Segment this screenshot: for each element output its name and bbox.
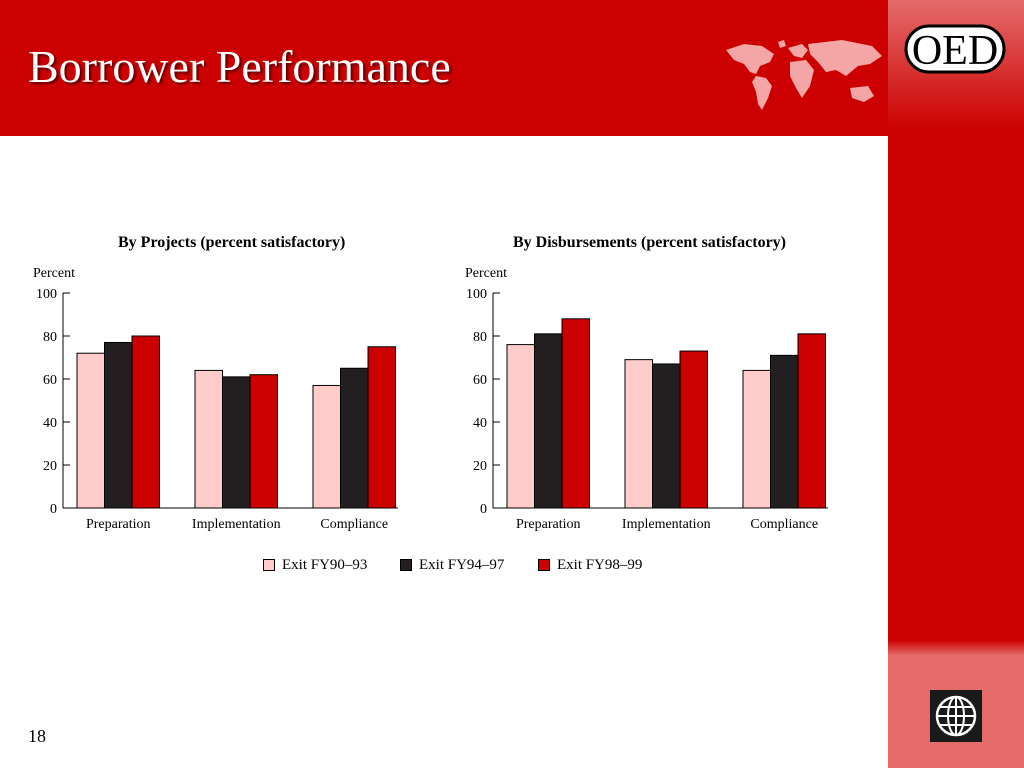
y-tick-label: 0 bbox=[50, 502, 57, 517]
bar bbox=[506, 344, 535, 509]
header-bar: Borrower Performance bbox=[0, 0, 888, 136]
bar bbox=[249, 374, 278, 509]
bar bbox=[770, 354, 799, 509]
y-tick-label: 100 bbox=[466, 287, 487, 302]
sidebar-band bbox=[888, 0, 1024, 768]
chart-title-projects: By Projects (percent satisfactory) bbox=[118, 234, 346, 251]
legend-swatch bbox=[538, 559, 550, 571]
bar bbox=[561, 318, 590, 509]
legend-swatch bbox=[400, 559, 412, 571]
bar bbox=[104, 341, 133, 509]
y-tick-label: 20 bbox=[473, 459, 487, 474]
x-category-label: Implementation bbox=[622, 517, 711, 532]
page-number: 18 bbox=[28, 726, 46, 746]
bar bbox=[534, 333, 563, 509]
y-tick-label: 40 bbox=[473, 416, 487, 431]
bar bbox=[340, 367, 369, 509]
y-tick-label: 40 bbox=[43, 416, 57, 431]
y-axis-unit-disbursements: Percent bbox=[465, 266, 507, 281]
bar-chart-projects: 0 20 40 60 80 100 Preparation Implementation Com… bbox=[36, 287, 398, 532]
bar bbox=[742, 369, 771, 509]
y-tick-label: 100 bbox=[36, 287, 57, 302]
bar bbox=[76, 352, 105, 509]
legend-label: Exit FY98–99 bbox=[557, 557, 643, 573]
bar bbox=[131, 335, 160, 509]
y-tick-label: 80 bbox=[43, 330, 57, 345]
y-axis-unit-projects: Percent bbox=[33, 266, 75, 281]
x-category-label: Preparation bbox=[516, 517, 581, 532]
x-category-label: Compliance bbox=[750, 517, 818, 532]
bar bbox=[624, 359, 653, 509]
y-tick-label: 20 bbox=[43, 459, 57, 474]
y-tick-label: 60 bbox=[43, 373, 57, 388]
chart-title-disbursements: By Disbursements (percent satisfactory) bbox=[513, 234, 786, 251]
oed-logo-text: OED bbox=[912, 28, 998, 74]
bar-chart-disbursements: 0 20 40 60 80 100 Preparation Implementation Com… bbox=[466, 287, 828, 532]
y-tick-label: 60 bbox=[473, 373, 487, 388]
x-category-label: Preparation bbox=[86, 517, 151, 532]
legend-label: Exit FY90–93 bbox=[282, 557, 368, 573]
bar bbox=[679, 350, 708, 509]
bar bbox=[652, 363, 681, 509]
bar bbox=[312, 384, 341, 509]
bar bbox=[797, 333, 826, 509]
legend-label: Exit FY94–97 bbox=[419, 557, 505, 573]
x-category-label: Compliance bbox=[320, 517, 388, 532]
world-bank-globe-icon bbox=[930, 690, 982, 742]
bar bbox=[194, 369, 223, 509]
legend-swatch bbox=[263, 559, 275, 571]
world-map-icon bbox=[726, 40, 882, 110]
slide-title: Borrower Performance bbox=[28, 41, 451, 92]
x-category-label: Implementation bbox=[192, 517, 281, 532]
bar bbox=[222, 376, 251, 509]
y-tick-label: 0 bbox=[480, 502, 487, 517]
bar bbox=[367, 346, 396, 509]
oed-logo: OED bbox=[904, 24, 1006, 74]
y-tick-label: 80 bbox=[473, 330, 487, 345]
